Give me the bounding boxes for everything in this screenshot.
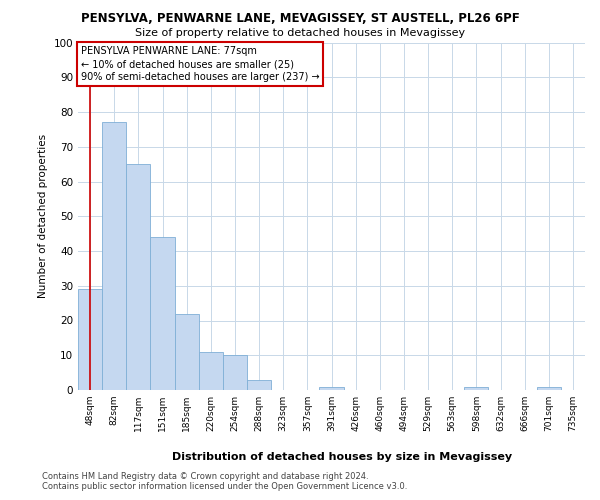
Bar: [223, 355, 247, 390]
Text: PENSYLVA, PENWARNE LANE, MEVAGISSEY, ST AUSTELL, PL26 6PF: PENSYLVA, PENWARNE LANE, MEVAGISSEY, ST …: [80, 12, 520, 26]
Text: Size of property relative to detached houses in Mevagissey: Size of property relative to detached ho…: [135, 28, 465, 38]
Text: Contains HM Land Registry data © Crown copyright and database right 2024.: Contains HM Land Registry data © Crown c…: [42, 472, 368, 481]
Bar: [175, 314, 199, 390]
Bar: [78, 289, 102, 390]
Bar: [126, 164, 151, 390]
Bar: [464, 386, 488, 390]
Bar: [247, 380, 271, 390]
Bar: [102, 122, 126, 390]
Text: Contains public sector information licensed under the Open Government Licence v3: Contains public sector information licen…: [42, 482, 407, 491]
Bar: [537, 386, 561, 390]
Bar: [151, 237, 175, 390]
Text: PENSYLVA PENWARNE LANE: 77sqm
← 10% of detached houses are smaller (25)
90% of s: PENSYLVA PENWARNE LANE: 77sqm ← 10% of d…: [80, 46, 319, 82]
Bar: [199, 352, 223, 390]
Text: Distribution of detached houses by size in Mevagissey: Distribution of detached houses by size …: [172, 452, 512, 462]
Bar: [319, 386, 344, 390]
Y-axis label: Number of detached properties: Number of detached properties: [38, 134, 48, 298]
